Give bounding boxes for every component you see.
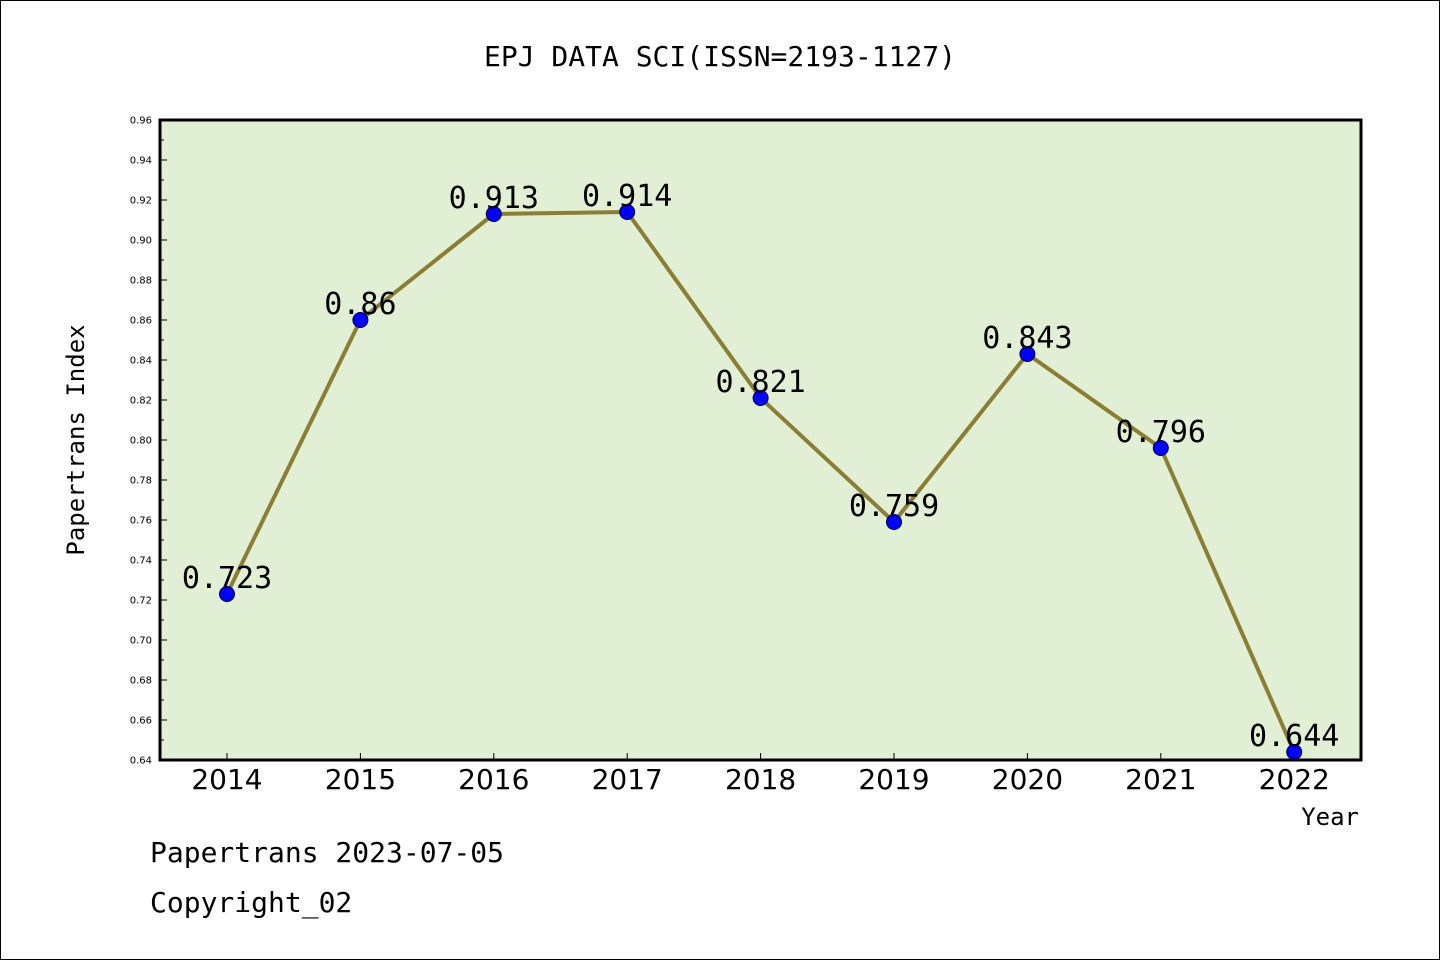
y-tick-label: 0.90	[130, 236, 152, 247]
data-label: 0.913	[449, 181, 539, 216]
x-tick-label: 2020	[992, 763, 1063, 796]
plot-border	[158, 118, 1363, 762]
y-tick-label: 0.86	[130, 316, 152, 327]
y-tick-label: 0.94	[130, 156, 152, 167]
data-point	[352, 312, 369, 328]
data-label: 0.759	[849, 489, 939, 524]
x-tick-label: 2014	[191, 763, 262, 796]
y-tick-label: 0.78	[130, 476, 152, 487]
y-tick-label: 0.82	[130, 396, 152, 407]
x-tick-label: 2017	[592, 763, 663, 796]
data-point	[619, 204, 636, 220]
plot-area	[160, 120, 1361, 760]
data-label: 0.821	[715, 365, 805, 400]
y-tick-label: 0.70	[130, 636, 152, 647]
y-tick-label: 0.80	[130, 436, 152, 447]
y-tick-label: 0.74	[130, 556, 152, 567]
data-label-layer: 0.723 0.86 0.913 0.914 0.821 0.759 0.843 0.796 0…	[182, 179, 1340, 754]
data-point	[485, 206, 502, 222]
y-tick-label: 0.88	[130, 276, 152, 287]
data-point	[752, 390, 769, 406]
data-label: 0.644	[1249, 719, 1339, 754]
x-tick-label: 2021	[1125, 763, 1196, 796]
y-tick-label: 0.92	[130, 196, 152, 207]
chart-title: EPJ DATA SCI(ISSN=2193-1127)	[484, 40, 956, 73]
x-tick-label: 2016	[458, 763, 529, 796]
y-tick-label: 0.64	[130, 756, 152, 767]
x-tick-label: 2022	[1259, 763, 1330, 796]
data-point	[1019, 346, 1036, 362]
x-tick-label: 2019	[858, 763, 929, 796]
y-tick-label: 0.76	[130, 516, 152, 527]
data-label: 0.843	[982, 321, 1072, 356]
data-point	[219, 586, 235, 602]
y-tick-label: 0.96	[130, 116, 152, 127]
data-label: 0.796	[1116, 415, 1206, 450]
y-tick-label: 0.66	[130, 716, 152, 727]
x-axis-ticks: 2014 2015 2016 2017 2018 2019 2020 2021 2022	[191, 753, 1330, 796]
y-tick-label: 0.72	[130, 596, 152, 607]
series-layer	[219, 204, 1303, 760]
y-tick-label: 0.84	[130, 356, 152, 367]
footer-date-text: Papertrans 2023-07-05	[150, 836, 505, 869]
data-label: 0.723	[182, 561, 272, 596]
data-label: 0.86	[324, 287, 396, 322]
x-tick-label: 2018	[725, 763, 796, 796]
y-axis-label: Papertrans Index	[62, 324, 90, 555]
x-tick-label: 2015	[325, 763, 396, 796]
data-label: 0.914	[582, 179, 672, 214]
data-point	[1152, 440, 1169, 456]
footer-copyright-text: Copyright_02	[150, 886, 353, 919]
y-tick-label: 0.68	[130, 676, 152, 687]
x-axis-label: Year	[1301, 803, 1359, 831]
y-axis-ticks: 0.64 0.66 0.68 0.70 0.72 0.74 0.76 0.78 0.80 0.82…	[130, 116, 167, 767]
data-point	[886, 514, 902, 530]
